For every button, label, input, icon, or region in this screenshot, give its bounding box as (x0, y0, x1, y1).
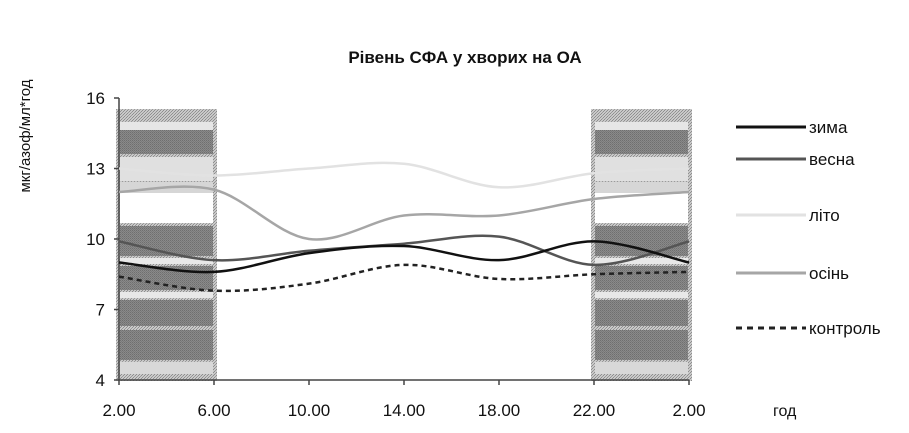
y-tick-label: 16 (86, 89, 105, 108)
shade-band (595, 258, 688, 264)
axes: 4 7 10 13 16 2.00 6.00 10.00 14.00 18.00 22.00 2.00 (86, 89, 705, 420)
x-tick-label: 10.00 (288, 401, 331, 420)
x-tick-label: 22.00 (573, 401, 616, 420)
x-tick-label: 18.00 (478, 401, 521, 420)
shade-band (595, 362, 688, 374)
shaded-region (591, 109, 692, 381)
shaded-regions (116, 109, 692, 381)
series-line (118, 234, 690, 267)
legend-label: осінь (809, 264, 849, 283)
shade-band (120, 130, 213, 154)
shade-band (120, 292, 213, 298)
chart-title: Рівень СФА у хворих на ОА (348, 48, 581, 67)
shade-band (595, 292, 688, 298)
shade-band (595, 130, 688, 154)
y-tick-label: 4 (96, 371, 105, 390)
x-tick-label: 14.00 (383, 401, 426, 420)
legend-label: контроль (809, 319, 881, 338)
legend-label: зима (809, 118, 848, 137)
x-tick-label: 2.00 (672, 401, 705, 420)
shade-band (120, 226, 213, 256)
legend-label: весна (809, 150, 855, 169)
shade-band (120, 193, 213, 223)
shade-band (595, 330, 688, 360)
x-tick-label: 6.00 (197, 401, 230, 420)
y-tick-label: 13 (86, 160, 105, 179)
shade-band (595, 266, 688, 290)
shade-band (120, 258, 213, 264)
y-axis-label: мкг/азоф/мл*год (17, 79, 34, 192)
series-line (118, 240, 690, 274)
shade-band (120, 362, 213, 374)
series-line (118, 185, 690, 241)
shade-band (595, 182, 688, 193)
shade-band (120, 330, 213, 360)
shade-band (595, 300, 688, 326)
series-line (118, 161, 690, 189)
x-tick-label: 2.00 (102, 401, 135, 420)
legend: зима весна літо осінь контроль (736, 118, 881, 338)
series-lines (118, 161, 690, 293)
shade-band (120, 300, 213, 326)
legend-label: літо (809, 206, 840, 225)
y-tick-label: 7 (96, 301, 105, 320)
series-line (118, 263, 690, 293)
shade-band (595, 226, 688, 256)
shaded-region (116, 109, 217, 381)
y-tick-label: 10 (86, 230, 105, 249)
x-axis-label: год (773, 403, 797, 420)
